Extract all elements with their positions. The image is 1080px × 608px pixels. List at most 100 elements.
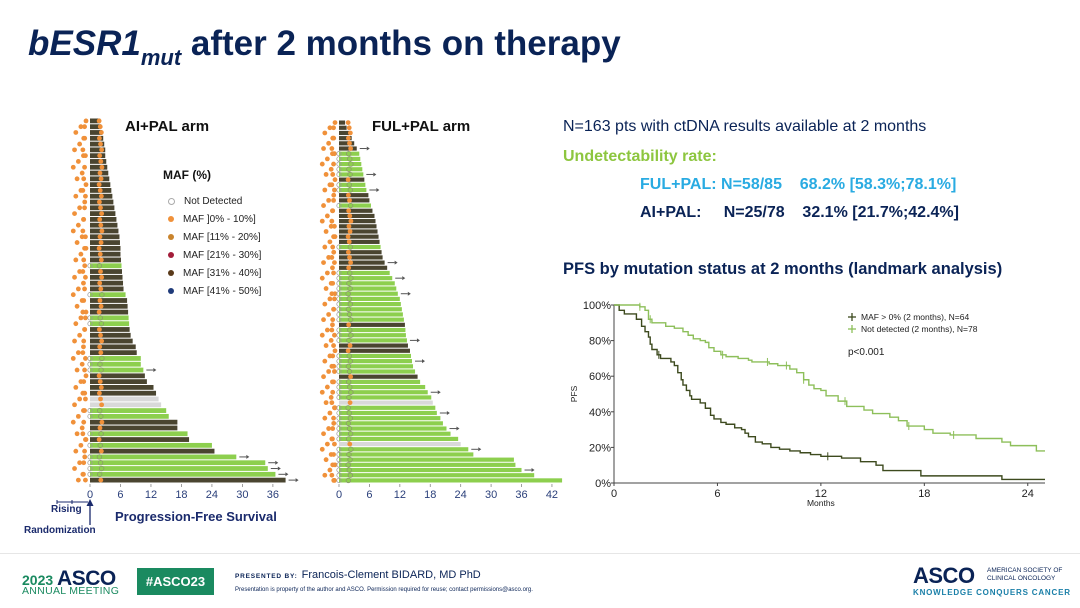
swimmer-bar	[90, 338, 133, 344]
baseline-maf-dot	[329, 291, 335, 297]
baseline-maf-dot	[80, 471, 86, 477]
baseline-maf-dot	[322, 415, 328, 421]
swimmer-bar	[339, 229, 378, 234]
baseline-maf-dot	[327, 410, 333, 416]
legend-marker-icon	[168, 270, 174, 276]
baseline-maf-dot	[329, 255, 335, 260]
baseline-maf-dot	[80, 269, 86, 274]
swimmer-bar	[339, 416, 441, 421]
swimmer-bar	[339, 473, 535, 478]
randomization-arrowhead-icon	[86, 499, 94, 506]
legend-label: MAF [11% - 20%]	[183, 231, 261, 243]
km-x-tick-label: 24	[1022, 488, 1034, 500]
ongoing-arrowhead-icon	[478, 447, 482, 452]
baseline-maf-dot	[332, 187, 337, 193]
swimmer-bar	[90, 298, 128, 303]
swimmer-bar	[339, 369, 416, 374]
swimmer-bar	[339, 447, 469, 452]
two-month-maf-dot	[99, 228, 105, 234]
swimmer-bar	[339, 244, 381, 250]
ongoing-arrowhead-icon	[153, 368, 157, 373]
swimmer-bar	[90, 396, 159, 402]
baseline-nd-dot	[336, 280, 342, 286]
swimmer-bar	[90, 309, 129, 315]
baseline-nd-dot	[336, 394, 342, 400]
ongoing-arrowhead-icon	[394, 260, 398, 265]
baseline-maf-dot	[322, 187, 328, 193]
swimmer-bar	[339, 151, 360, 156]
baseline-maf-dot	[329, 182, 335, 188]
x-tick-label: 30	[485, 489, 497, 501]
swimmer-bar	[339, 146, 357, 151]
x-tick-label: 18	[424, 489, 436, 501]
ai-undetect-rate: AI+PAL: N=25/78 32.1% [21.7%;42.4%]	[640, 204, 959, 221]
swimmer-bar	[339, 317, 404, 322]
swimmer-bar	[339, 338, 407, 343]
swimmer-bar	[90, 419, 178, 425]
baseline-maf-dot	[331, 125, 336, 131]
swimmer-bar	[339, 234, 379, 239]
swimmer-bar	[339, 364, 414, 369]
baseline-maf-dot	[332, 120, 338, 125]
swimmer-bar	[339, 156, 361, 161]
x-tick-label: 36	[515, 489, 527, 501]
baseline-nd-dot	[336, 311, 342, 318]
baseline-maf-dot	[82, 245, 87, 251]
two-month-maf-dot	[346, 322, 352, 328]
km-ylabel: PFS	[569, 385, 579, 402]
baseline-nd-dot	[336, 477, 342, 483]
rising-label: Rising	[51, 504, 82, 515]
two-month-nd-dot	[97, 361, 103, 367]
swimmer-bar	[339, 384, 426, 390]
two-month-maf-dot	[345, 348, 351, 354]
baseline-nd-dot	[87, 431, 93, 437]
baseline-maf-dot	[83, 274, 88, 280]
two-month-maf-dot	[97, 199, 102, 205]
x-tick-label: 24	[455, 489, 467, 501]
baseline-nd-dot	[336, 420, 342, 426]
km-x-tick-label: 0	[611, 488, 617, 500]
baseline-nd-dot	[336, 358, 342, 364]
baseline-nd-dot	[336, 306, 342, 312]
swimmer-bar	[339, 353, 411, 359]
baseline-maf-dot	[82, 263, 88, 269]
baseline-maf-dot	[83, 315, 88, 321]
baseline-maf-dot	[331, 249, 337, 255]
x-tick-label: 12	[145, 489, 157, 501]
baseline-maf-dot	[83, 118, 89, 124]
baseline-maf-dot	[81, 344, 86, 350]
swimmer-bar	[90, 390, 157, 396]
ongoing-arrowhead-icon	[366, 146, 370, 151]
two-month-maf-dot	[346, 239, 352, 245]
swimmer-bar	[90, 408, 167, 413]
swimmer-bar	[90, 379, 147, 385]
baseline-maf-dot	[82, 199, 88, 205]
baseline-maf-dot	[72, 211, 77, 216]
two-month-maf-dot	[99, 402, 105, 408]
swimmer-bar	[339, 120, 346, 125]
km-y-tick-label: 80%	[589, 336, 611, 348]
baseline-maf-dot	[331, 270, 336, 276]
two-month-maf-dot	[99, 164, 105, 170]
baseline-maf-dot	[78, 251, 84, 257]
two-month-maf-dot	[345, 177, 351, 183]
two-month-nd-dot	[345, 477, 352, 484]
baseline-maf-dot	[81, 257, 87, 263]
two-month-nd-dot	[348, 332, 354, 338]
baseline-maf-dot	[329, 436, 335, 442]
baseline-maf-dot	[331, 192, 337, 198]
baseline-maf-dot	[77, 332, 83, 338]
km-curve-not-detected	[614, 304, 1045, 452]
baseline-nd-dot	[336, 203, 342, 209]
meeting-year: 2023	[22, 572, 54, 588]
swimmer-bar	[339, 260, 385, 265]
ongoing-arrowhead-icon	[446, 410, 450, 415]
two-month-nd-dot	[347, 456, 353, 463]
baseline-maf-dot	[329, 327, 335, 333]
baseline-maf-dot	[327, 467, 333, 473]
two-month-maf-dot	[96, 245, 102, 251]
swimmer-bar	[90, 222, 118, 228]
baseline-maf-dot	[81, 216, 87, 222]
two-month-maf-dot	[98, 176, 104, 182]
